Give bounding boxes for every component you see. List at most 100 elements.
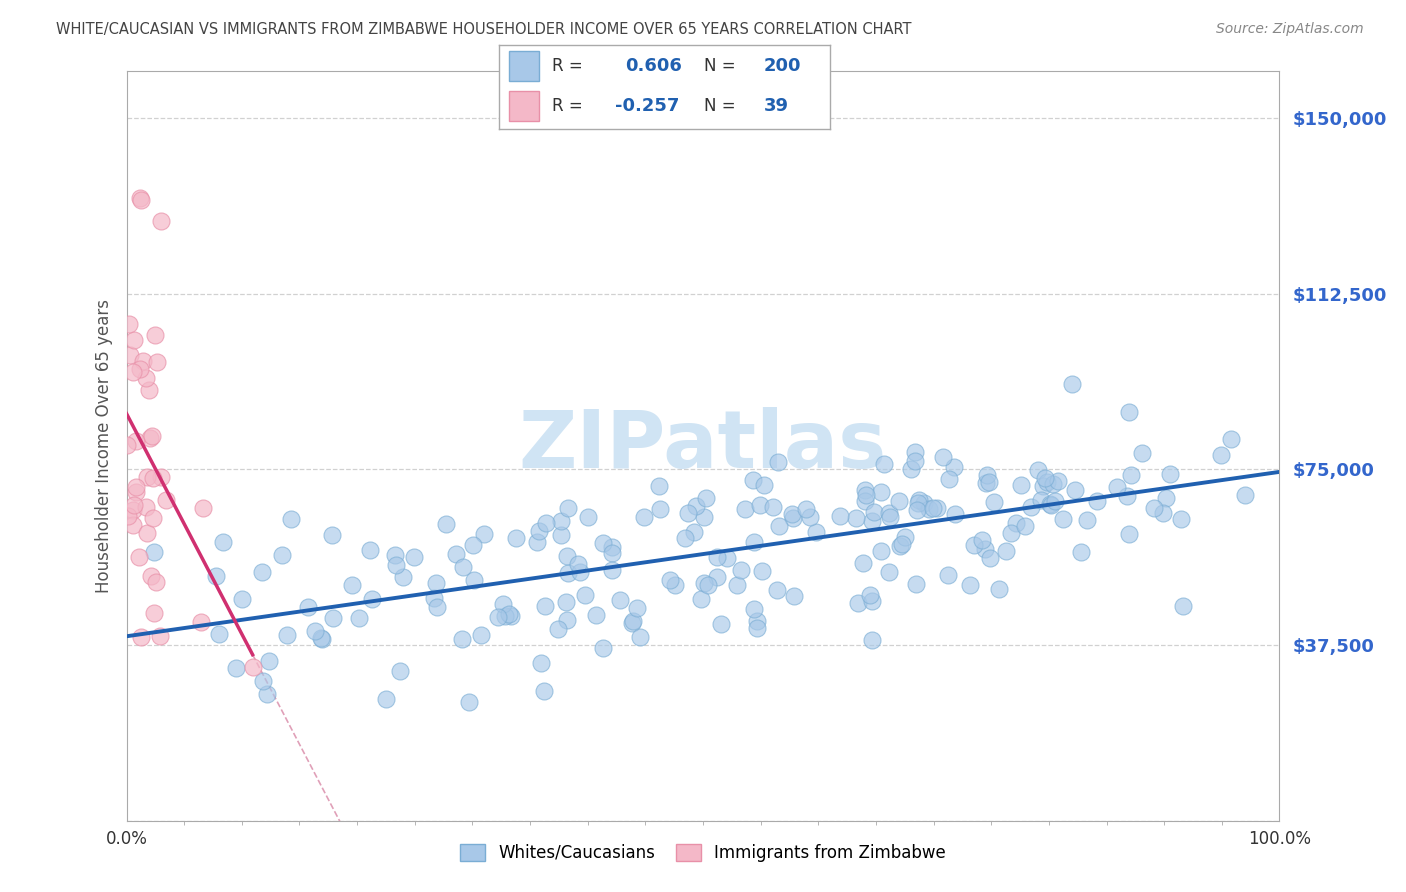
Point [1152, 506, 1174, 520]
Point [470, 628, 492, 642]
Point [492, 598, 515, 612]
Point [550, 528, 572, 542]
Point [534, 599, 557, 613]
Point [547, 623, 569, 637]
Point [118, 317, 141, 331]
Point [125, 480, 148, 494]
Point [742, 602, 765, 616]
Point [1070, 545, 1092, 559]
Point [1105, 480, 1128, 494]
Point [384, 549, 406, 563]
Point [725, 578, 748, 592]
Point [1000, 525, 1022, 540]
Point [250, 565, 273, 579]
Point [225, 661, 247, 675]
Point [359, 543, 381, 558]
Point [628, 630, 651, 644]
Point [676, 506, 699, 520]
Point [121, 503, 143, 517]
Point [530, 656, 553, 670]
Point [389, 664, 412, 678]
Point [143, 328, 166, 343]
Point [1220, 432, 1243, 446]
Point [472, 526, 495, 541]
Point [129, 191, 152, 205]
Point [907, 496, 929, 510]
Point [974, 476, 997, 491]
Point [526, 535, 548, 549]
Point [988, 582, 1011, 596]
Point [922, 500, 945, 515]
Point [425, 575, 447, 590]
Point [1211, 448, 1233, 462]
Point [115, 438, 138, 452]
Point [783, 589, 806, 603]
Point [142, 606, 165, 620]
Point [1026, 463, 1049, 477]
Point [994, 544, 1017, 558]
Text: 0.606: 0.606 [624, 57, 682, 75]
Point [706, 549, 728, 564]
Point [1130, 446, 1153, 460]
Point [208, 627, 231, 641]
Point [695, 491, 717, 506]
Point [943, 460, 966, 475]
Point [752, 478, 775, 492]
Point [796, 501, 818, 516]
Point [860, 632, 883, 647]
Point [270, 548, 292, 562]
Point [853, 494, 876, 508]
Point [128, 362, 150, 376]
Point [146, 355, 169, 369]
Point [138, 383, 160, 397]
Point [494, 609, 516, 624]
Point [647, 479, 669, 493]
Point [976, 467, 998, 482]
Point [1032, 479, 1054, 493]
Point [434, 517, 457, 532]
Point [297, 600, 319, 615]
Point [122, 333, 145, 347]
Point [804, 524, 827, 539]
Point [633, 509, 655, 524]
Point [347, 610, 370, 624]
Point [621, 615, 644, 630]
Point [1039, 497, 1062, 511]
Point [600, 563, 623, 577]
Text: WHITE/CAUCASIAN VS IMMIGRANTS FROM ZIMBABWE HOUSEHOLDER INCOME OVER 65 YEARS COR: WHITE/CAUCASIAN VS IMMIGRANTS FROM ZIMBA… [56, 22, 911, 37]
Point [690, 592, 713, 607]
Point [392, 570, 415, 584]
Point [128, 549, 150, 564]
Point [852, 556, 875, 570]
Point [145, 574, 167, 589]
Point [360, 592, 382, 607]
Point [1171, 599, 1194, 613]
Point [135, 500, 157, 515]
Point [762, 500, 785, 515]
Point [782, 511, 804, 525]
Point [451, 560, 474, 574]
Point [828, 509, 851, 524]
Point [889, 539, 911, 553]
Point [912, 496, 935, 510]
FancyBboxPatch shape [509, 91, 538, 120]
Point [125, 484, 148, 499]
Point [557, 613, 579, 627]
Point [900, 462, 922, 476]
Point [749, 498, 772, 512]
Point [963, 538, 986, 552]
Point [117, 509, 139, 524]
Point [122, 365, 145, 379]
Point [458, 695, 481, 709]
Point [768, 519, 790, 533]
Point [557, 549, 579, 563]
Point [231, 591, 253, 606]
Point [557, 566, 579, 580]
Point [1085, 493, 1108, 508]
Point [578, 510, 600, 524]
Legend: Whites/Caucasians, Immigrants from Zimbabwe: Whites/Caucasians, Immigrants from Zimba… [454, 837, 952, 869]
Point [904, 453, 927, 467]
Point [585, 607, 607, 622]
Point [887, 494, 910, 508]
Point [974, 542, 997, 557]
